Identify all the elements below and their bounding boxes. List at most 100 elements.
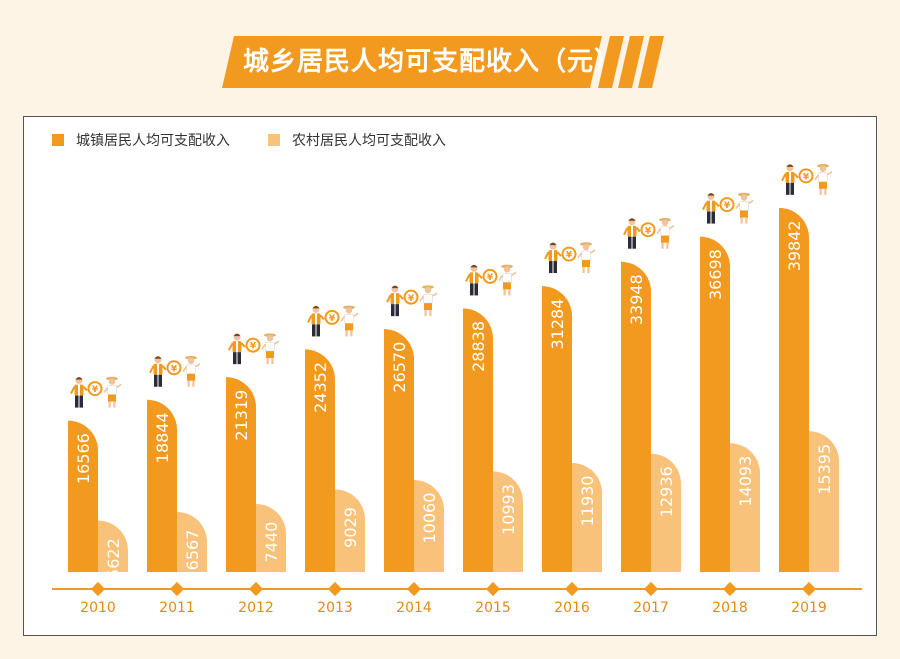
rural-person-figure xyxy=(656,217,675,249)
bar-rural-2015 xyxy=(493,471,523,572)
yuan-coin-icon: ¥ xyxy=(561,246,577,262)
value-label-rural-2010: 5622 xyxy=(104,538,123,579)
value-label-urban-2012: 21319 xyxy=(232,390,251,441)
bar-urban-2013 xyxy=(305,349,335,572)
people-coin-icon: ¥ xyxy=(544,242,596,274)
bar-rural-2012 xyxy=(256,503,286,572)
urban-person-figure xyxy=(702,193,720,224)
svg-text:¥: ¥ xyxy=(566,251,573,261)
svg-text:¥: ¥ xyxy=(329,314,336,324)
legend-item-urban: 城镇居民人均可支配收入 xyxy=(52,131,230,149)
value-label-urban-2016: 31284 xyxy=(548,299,567,350)
yuan-coin-icon: ¥ xyxy=(324,309,340,325)
title-stripe-2 xyxy=(618,36,644,88)
rural-person-figure xyxy=(814,164,833,195)
bar-rural-2013 xyxy=(335,489,365,572)
value-label-urban-2018: 36698 xyxy=(706,249,725,300)
bar-urban-2016 xyxy=(542,286,572,572)
svg-text:¥: ¥ xyxy=(250,342,257,352)
value-label-urban-2019: 39842 xyxy=(785,220,804,271)
x-tick-label-2018: 2018 xyxy=(712,600,748,616)
x-tick-label-2011: 2011 xyxy=(159,600,195,616)
value-label-urban-2011: 18844 xyxy=(153,412,172,463)
legend-label-rural: 农村居民人均可支配收入 xyxy=(292,133,446,149)
value-label-rural-2015: 10993 xyxy=(499,484,518,535)
x-tick-label-2012: 2012 xyxy=(238,600,274,616)
yuan-coin-icon: ¥ xyxy=(403,289,419,305)
legend-label-urban: 城镇居民人均可支配收入 xyxy=(76,133,230,149)
urban-person-figure xyxy=(149,356,167,387)
urban-person-figure xyxy=(228,333,246,365)
rural-person-figure xyxy=(103,376,122,408)
value-label-rural-2019: 15395 xyxy=(815,444,834,495)
yuan-coin-icon: ¥ xyxy=(482,268,498,284)
legend-item-rural: 农村居民人均可支配收入 xyxy=(268,131,446,149)
axis-marker-2012 xyxy=(248,581,264,597)
legend-swatch-rural xyxy=(268,134,280,146)
title-banner xyxy=(222,36,664,88)
bar-rural-2014 xyxy=(414,480,444,572)
yuan-coin-icon: ¥ xyxy=(798,168,814,184)
people-coin-icon: ¥ xyxy=(702,192,754,224)
rural-person-figure xyxy=(419,285,438,317)
people-coin-icon: ¥ xyxy=(307,305,359,337)
value-label-urban-2014: 26570 xyxy=(390,342,409,393)
axis-marker-2018 xyxy=(722,581,738,597)
bar-rural-2018 xyxy=(730,443,760,572)
value-label-rural-2017: 12936 xyxy=(657,466,676,517)
rural-person-figure xyxy=(182,355,201,387)
urban-person-figure xyxy=(70,377,88,408)
value-label-rural-2018: 14093 xyxy=(736,456,755,507)
bar-urban-2017 xyxy=(621,261,651,572)
value-label-urban-2017: 33948 xyxy=(627,274,646,325)
people-coin-icon: ¥ xyxy=(781,164,833,195)
axis-marker-2017 xyxy=(643,581,659,597)
legend-swatch-urban xyxy=(52,134,64,146)
x-tick-label-2015: 2015 xyxy=(475,600,511,616)
bar-urban-2019 xyxy=(779,207,809,572)
title-stripe-1 xyxy=(598,36,624,88)
urban-person-figure xyxy=(465,264,483,296)
rural-person-figure xyxy=(577,242,596,274)
people-coin-icon: ¥ xyxy=(149,355,201,387)
urban-person-figure xyxy=(544,242,562,274)
value-label-rural-2011: 6567 xyxy=(183,530,202,571)
svg-text:¥: ¥ xyxy=(645,226,652,236)
axis-marker-2010 xyxy=(90,581,106,597)
yuan-coin-icon: ¥ xyxy=(166,360,182,376)
chart-title: 城乡居民人均可支配收入（元） xyxy=(242,47,621,77)
bar-urban-2018 xyxy=(700,236,730,573)
axis-marker-2019 xyxy=(801,581,817,597)
bar-rural-2011 xyxy=(177,511,207,572)
rural-person-figure xyxy=(340,305,359,337)
axis-marker-2011 xyxy=(169,581,185,597)
bar-rural-2010 xyxy=(98,520,128,572)
rural-person-figure xyxy=(735,192,754,224)
people-coin-icon: ¥ xyxy=(70,376,122,408)
x-tick-label-2019: 2019 xyxy=(791,600,827,616)
bar-urban-2011 xyxy=(147,399,177,572)
bar-urban-2015 xyxy=(463,308,493,572)
people-coin-icon: ¥ xyxy=(386,285,438,317)
svg-text:¥: ¥ xyxy=(487,273,494,283)
rural-person-figure xyxy=(261,333,280,365)
axis-marker-2013 xyxy=(327,581,343,597)
x-tick-label-2013: 2013 xyxy=(317,600,353,616)
x-tick-label-2016: 2016 xyxy=(554,600,590,616)
axis-marker-2015 xyxy=(485,581,501,597)
title-stripe-3 xyxy=(638,36,664,88)
x-tick-label-2017: 2017 xyxy=(633,600,669,616)
yuan-coin-icon: ¥ xyxy=(640,222,656,238)
urban-person-figure xyxy=(307,305,325,337)
yuan-coin-icon: ¥ xyxy=(245,337,261,353)
svg-text:¥: ¥ xyxy=(171,364,178,374)
value-label-rural-2014: 10060 xyxy=(420,493,439,544)
bar-urban-2010 xyxy=(68,420,98,572)
yuan-coin-icon: ¥ xyxy=(719,197,735,213)
axis-marker-2016 xyxy=(564,581,580,597)
svg-text:¥: ¥ xyxy=(408,294,415,304)
people-coin-icon: ¥ xyxy=(228,333,280,365)
bar-urban-2012 xyxy=(226,377,256,572)
svg-text:¥: ¥ xyxy=(724,201,731,211)
